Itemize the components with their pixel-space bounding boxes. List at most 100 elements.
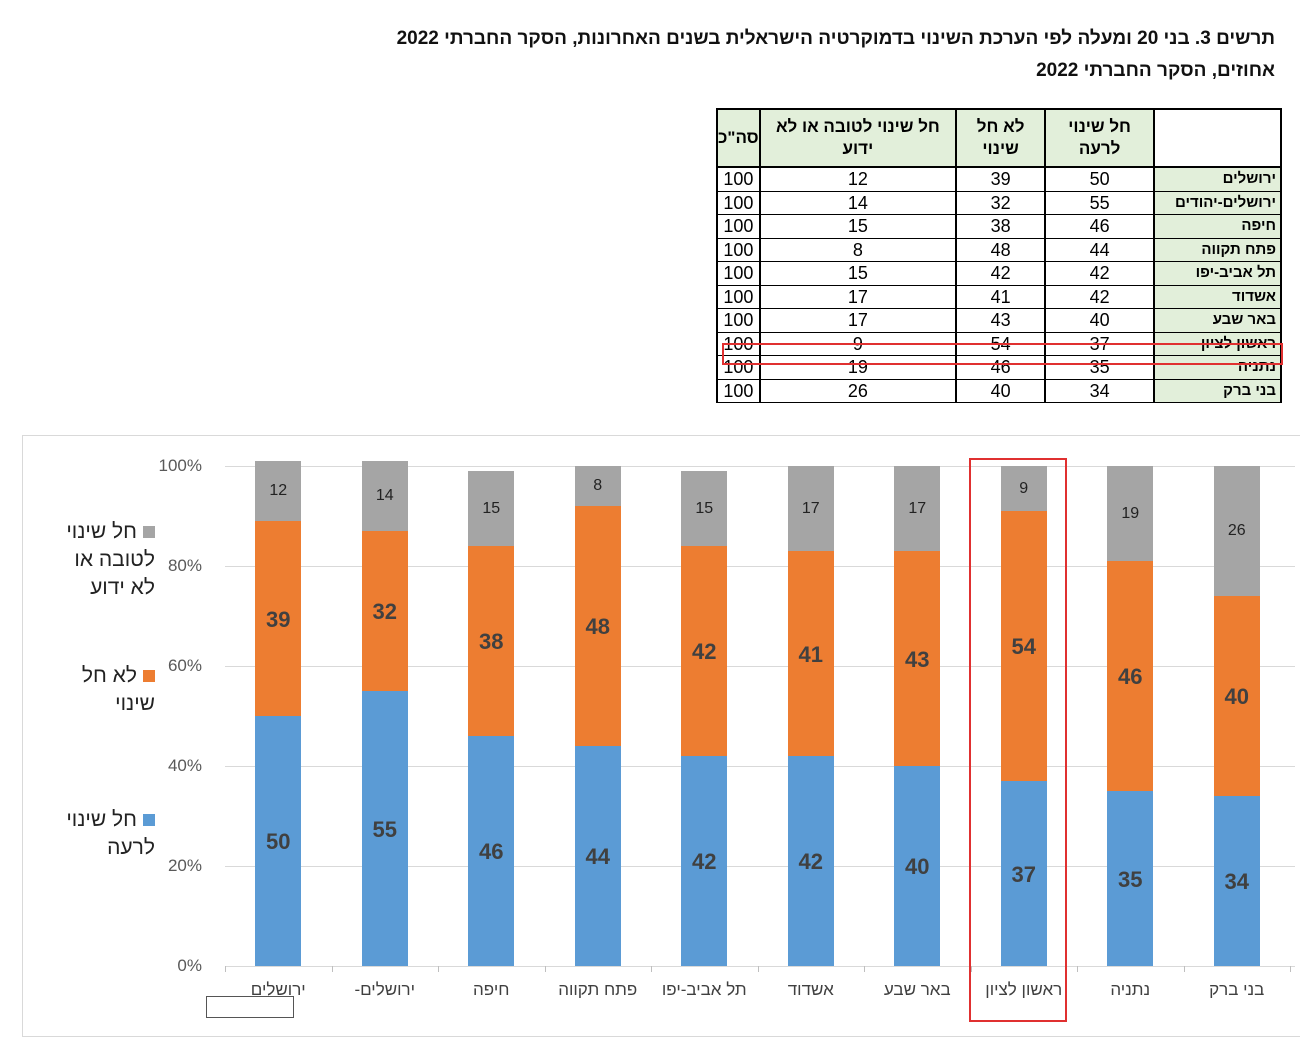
data-label: 14 — [375, 487, 394, 504]
table-row: חיפה 46 38 15 100 — [716, 214, 1282, 239]
gridline — [225, 466, 1295, 467]
row-label: בני ברק — [1153, 378, 1282, 403]
legend-label: חל שינוי לטובה או לא ידוע — [66, 520, 155, 599]
data-label: 37 — [1011, 861, 1036, 887]
bar-segment — [1107, 466, 1154, 561]
row-label: תל אביב-יפו — [1153, 261, 1282, 286]
table-cell: 8 — [758, 237, 958, 262]
bar-segment — [574, 506, 621, 746]
data-label: 26 — [1227, 522, 1246, 539]
table-header — [1153, 108, 1282, 168]
data-label: 19 — [1121, 504, 1140, 522]
row-label: חיפה — [1153, 214, 1282, 239]
data-label: 46 — [1118, 664, 1143, 689]
table-cell: 46 — [1044, 214, 1155, 239]
gridline — [225, 766, 1295, 767]
bar-segment — [1213, 596, 1260, 796]
table-cell: 9 — [758, 331, 958, 356]
data-label: 43 — [905, 646, 930, 672]
gridline — [225, 566, 1295, 567]
table-cell: 15 — [758, 261, 958, 286]
data-label: 35 — [1118, 866, 1143, 892]
table-cell: 35 — [1044, 355, 1155, 380]
data-label: 54 — [1011, 634, 1036, 659]
y-tick-label: 80% — [167, 556, 202, 575]
data-label: 8 — [593, 477, 603, 494]
bar-segment — [1213, 466, 1260, 596]
figure-title: תרשים 3. בני 20 ומעלה לפי הערכת השינוי ב… — [396, 28, 1275, 49]
table-row: באר שבע 40 43 17 100 — [716, 308, 1282, 333]
x-tick — [757, 966, 759, 972]
table-cell: 46 — [955, 355, 1047, 380]
x-tick — [1077, 966, 1078, 972]
data-label: 48 — [585, 614, 610, 639]
table-row: ירושלים 50 39 12 100 — [716, 166, 1282, 192]
x-tick — [1183, 966, 1185, 972]
table-cell: 32 — [955, 190, 1047, 215]
table-cell: 100 — [716, 214, 761, 239]
table-row: ראשון לציון 37 54 9 100 — [716, 331, 1282, 356]
table-row: ירושלים-יהודים 55 32 14 100 — [716, 190, 1282, 215]
x-tick — [544, 966, 546, 972]
data-label: 12 — [269, 482, 288, 499]
row-label: ירושלים-יהודים — [1153, 190, 1282, 215]
table-cell: 50 — [1044, 166, 1155, 192]
x-tick-label: באר שבע — [883, 980, 951, 999]
table-cell: 100 — [716, 166, 761, 192]
x-tick-label: ירושלים- — [354, 980, 416, 999]
table-cell: 39 — [955, 166, 1047, 192]
bar-segment — [468, 736, 515, 966]
bar-segment — [894, 766, 941, 966]
table-cell: 15 — [758, 214, 958, 239]
table-header: לא חל שינוי — [955, 108, 1047, 168]
bar-segment — [468, 546, 515, 736]
data-label: 39 — [266, 606, 291, 632]
table-row: תל אביב-יפו 42 42 15 100 — [716, 261, 1282, 286]
legend-item: חל שינוי לטובה או לא ידוע — [45, 518, 155, 602]
bar-segment — [1000, 466, 1047, 511]
small-box — [206, 996, 294, 1018]
table-cell: 38 — [955, 214, 1047, 239]
gridline — [225, 966, 1295, 967]
data-label: 50 — [266, 829, 291, 854]
row-label: נתניה — [1153, 355, 1282, 380]
x-tick-label: פתח תקווה — [558, 980, 638, 999]
data-label: 40 — [1224, 684, 1249, 709]
table-cell: 34 — [1044, 378, 1155, 403]
x-tick-label: בני ברק — [1209, 980, 1265, 999]
x-tick-label: תל אביב-יפו — [661, 980, 747, 999]
legend-swatch — [143, 526, 155, 538]
table-cell: 41 — [955, 284, 1047, 309]
data-label: 42 — [798, 849, 823, 874]
x-tick — [864, 966, 865, 972]
table-cell: 17 — [758, 308, 958, 333]
x-tick — [225, 966, 226, 972]
table-cell: 42 — [1044, 284, 1155, 309]
gridline — [225, 666, 1295, 667]
y-tick-label: 100% — [158, 456, 202, 475]
table-row: פתח תקווה 44 48 8 100 — [716, 237, 1282, 262]
legend-label: חל שינוי לרעה — [66, 808, 155, 859]
data-label: 34 — [1224, 869, 1249, 894]
data-label: 15 — [482, 499, 501, 517]
data-label: 9 — [1019, 479, 1029, 497]
row-label: באר שבע — [1153, 308, 1282, 333]
table-cell: 43 — [955, 308, 1047, 333]
table-cell: 12 — [758, 166, 958, 192]
legend-swatch — [143, 670, 155, 682]
table-cell: 42 — [955, 261, 1047, 286]
data-table: חל שינוי לרעה לא חל שינוי חל שינוי לטובה א… — [716, 108, 1282, 403]
row-label: ירושלים — [1153, 166, 1282, 192]
bar-segment — [1107, 561, 1154, 791]
table-cell: 100 — [716, 190, 761, 215]
bar-segment — [894, 466, 941, 551]
table-cell: 54 — [955, 331, 1047, 356]
table-cell: 26 — [758, 378, 958, 403]
table-cell: 100 — [716, 261, 761, 286]
table-header: חל שינוי לרעה — [1044, 108, 1155, 168]
x-tick-label: ירושלים — [250, 980, 306, 999]
bar-segment — [787, 756, 834, 966]
x-tick-label: ראשון לציון — [985, 980, 1063, 999]
bar-segment — [1107, 791, 1154, 966]
data-label: 17 — [801, 499, 820, 517]
